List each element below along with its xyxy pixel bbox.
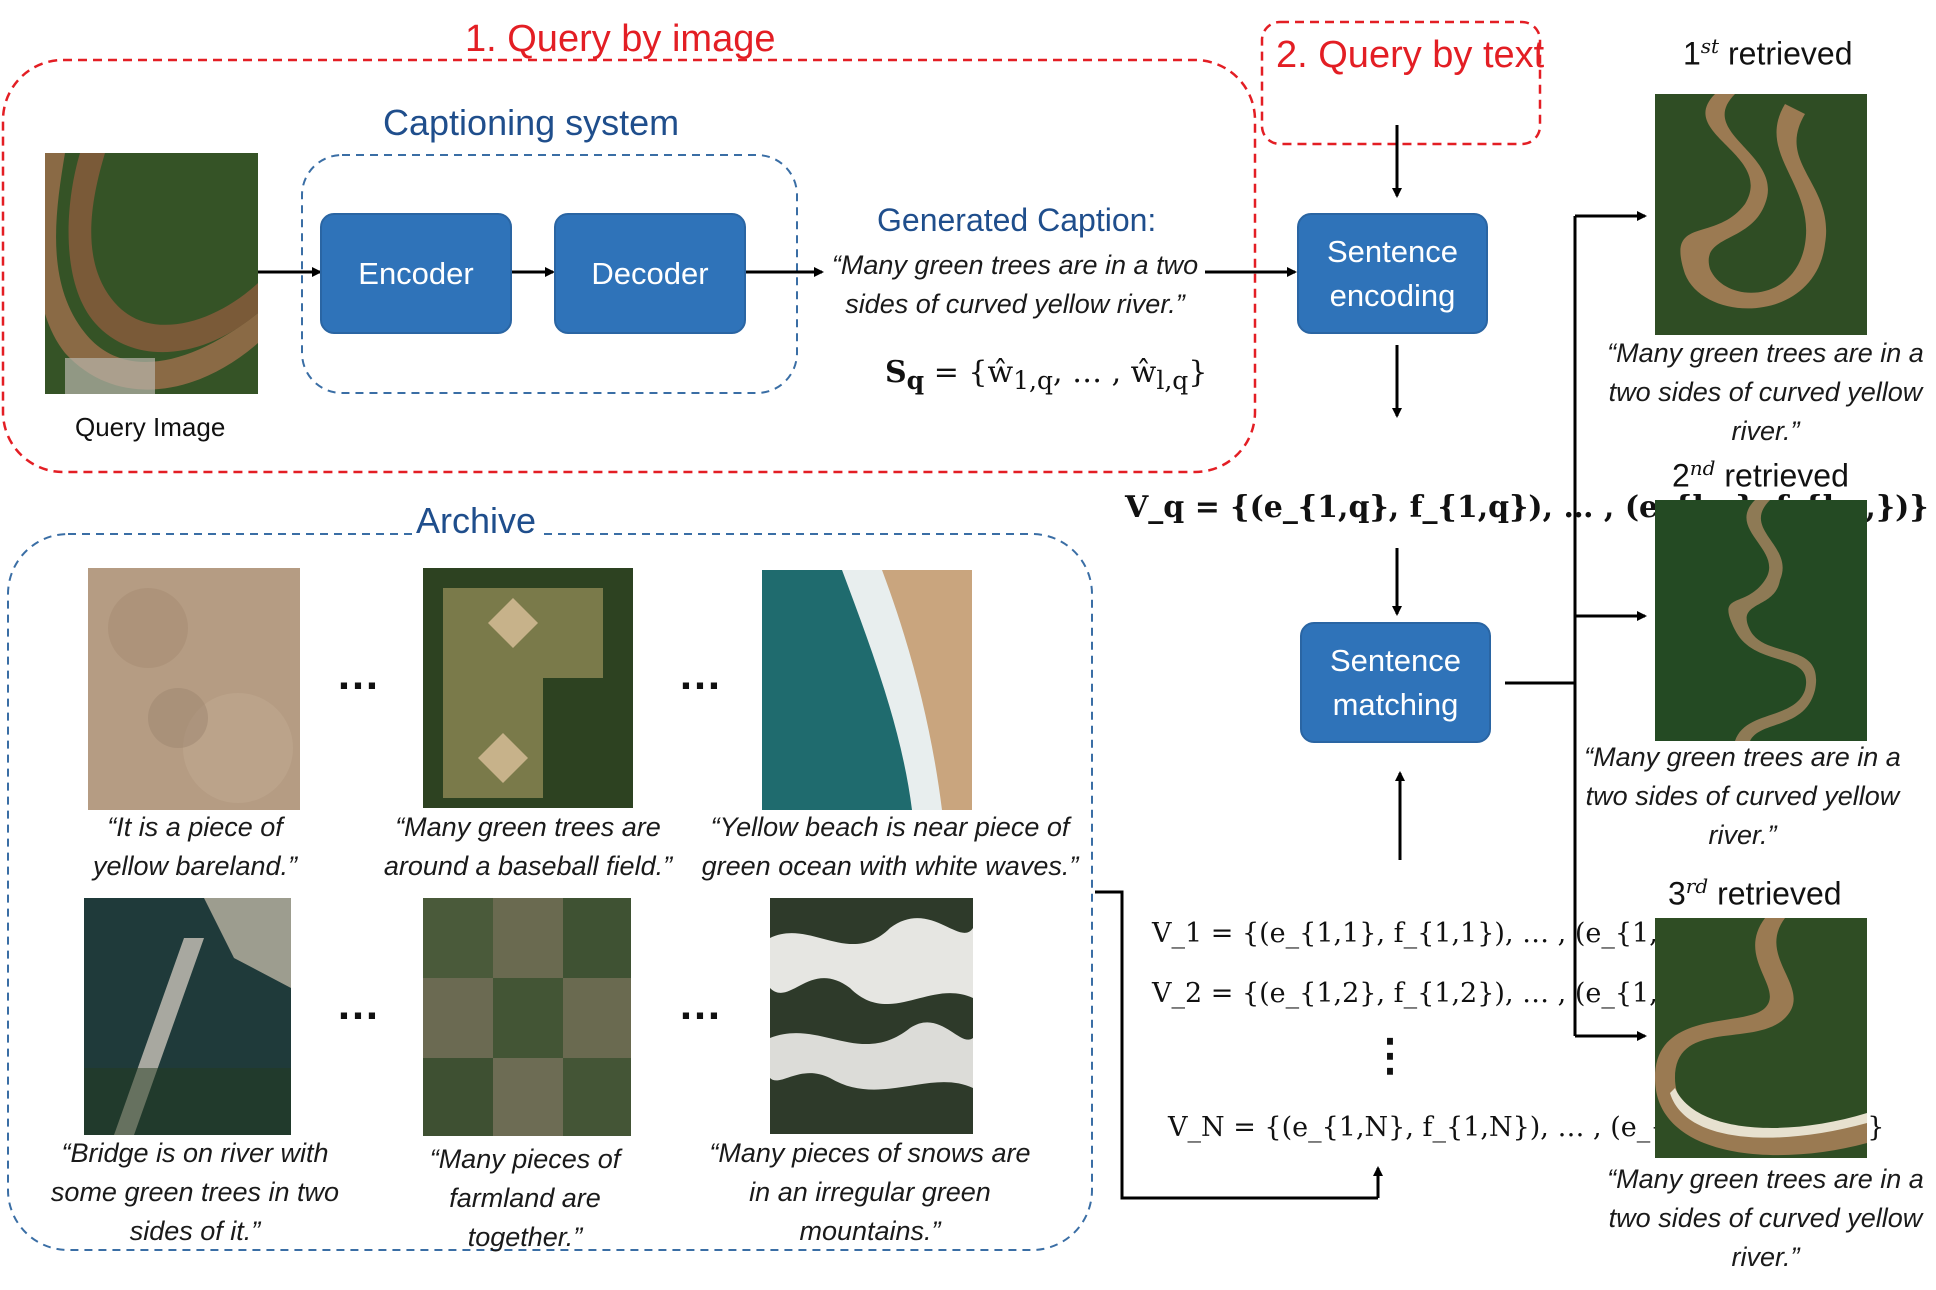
retrieved-3-line2: two sides of curved yellow — [1608, 1203, 1923, 1233]
archive-image-baseball — [423, 568, 633, 808]
archive-caption-3: “Yellow beach is near piece of green oce… — [690, 808, 1090, 886]
retrieved-2-ordinal: 2 — [1672, 457, 1690, 494]
retrieved-1-suffix: st — [1700, 34, 1720, 58]
retrieved-3-line1: “Many green trees are in a — [1607, 1164, 1924, 1194]
retrieved-1-label: 1st retrieved — [1683, 34, 1853, 73]
retrieved-image-2 — [1655, 500, 1867, 741]
caption-formula-sub1: 1,q — [1013, 366, 1053, 395]
archive-caption-5-line2: farmland are — [449, 1183, 601, 1213]
sentence-encoding-box: Sentence encoding — [1297, 213, 1488, 334]
caption-formula-sub2: l,q — [1156, 366, 1189, 395]
caption-formula-rhs: = {ŵ — [924, 355, 1014, 390]
archive-caption-4: “Bridge is on river with some green tree… — [40, 1134, 350, 1251]
retrieved-2-suffix: nd — [1689, 456, 1716, 480]
retrieved-1-line3: river.” — [1731, 416, 1800, 446]
caption-formula-end: } — [1188, 355, 1208, 390]
caption-formula-lhs: S — [885, 355, 907, 390]
archive-caption-5-line3: together.” — [467, 1222, 583, 1252]
archive-image-mountains — [770, 898, 973, 1134]
archive-caption-1-line1: “It is a piece of — [107, 812, 283, 842]
encoder-box: Encoder — [320, 213, 512, 334]
archive-ellipsis-4: … — [678, 980, 724, 1029]
retrieved-2-line1: “Many green trees are in a — [1584, 742, 1901, 772]
archive-image-beach — [762, 570, 972, 810]
archive-ellipsis-1: … — [336, 650, 382, 699]
archive-caption-3-line1: “Yellow beach is near piece of — [710, 812, 1070, 842]
archive-caption-4-line2: some green trees in two — [50, 1177, 340, 1207]
retrieved-1-caption: “Many green trees are in a two sides of … — [1595, 334, 1936, 451]
decoder-box: Decoder — [554, 213, 746, 334]
archive-frame — [7, 533, 1093, 1251]
generated-caption-line1: “Many green trees are in a two — [831, 250, 1199, 280]
encoder-label: Encoder — [358, 255, 474, 291]
retrieved-3-label: 3rd retrieved — [1668, 874, 1842, 913]
query-image — [45, 153, 258, 394]
query-image-label: Query Image — [75, 412, 226, 442]
archive-caption-1-line2: yellow bareland.” — [92, 851, 298, 881]
archive-caption-4-line3: sides of it.” — [129, 1216, 261, 1246]
archive-caption-5-line1: “Many pieces of — [429, 1144, 621, 1174]
retrieved-image-3 — [1655, 918, 1867, 1158]
captioning-system-title: Captioning system — [383, 102, 680, 143]
caption-formula-mid: , … , ŵ — [1053, 355, 1157, 390]
archive-caption-6-line2: in an irregular green — [749, 1177, 991, 1207]
archive-title: Archive — [412, 500, 541, 542]
retrieved-3-suffix: rd — [1685, 874, 1709, 898]
caption-formula-sub: q — [906, 366, 925, 395]
retrieved-3-word: retrieved — [1717, 875, 1842, 912]
retrieved-1-word: retrieved — [1728, 35, 1853, 72]
retrieved-2-label: 2nd retrieved — [1672, 456, 1849, 495]
sentence-matching-box: Sentence matching — [1300, 622, 1491, 743]
archive-caption-6-line3: mountains.” — [799, 1216, 941, 1246]
retrieved-3-caption: “Many green trees are in a two sides of … — [1595, 1160, 1936, 1277]
caption-formula: Sq = {ŵ1,q, … , ŵl,q} — [885, 355, 1207, 395]
archive-ellipsis-2: … — [678, 650, 724, 699]
retrieved-2-word: retrieved — [1724, 457, 1849, 494]
sentence-matching-line1: Sentence — [1330, 642, 1461, 678]
generated-caption-text: “Many green trees are in a two sides of … — [820, 246, 1210, 324]
query-by-text-frame — [1260, 20, 1542, 146]
archive-caption-6: “Many pieces of snows are in an irregula… — [700, 1134, 1040, 1251]
archive-caption-1: “It is a piece of yellow bareland.” — [40, 808, 350, 886]
retrieved-3-ordinal: 3 — [1668, 875, 1686, 912]
archive-caption-2: “Many green trees are around a baseball … — [368, 808, 688, 886]
decoder-label: Decoder — [591, 255, 709, 291]
generated-caption-heading: Generated Caption: — [877, 202, 1157, 238]
retrieved-2-line2: two sides of curved yellow — [1585, 781, 1900, 811]
archive-caption-3-line2: green ocean with white waves.” — [701, 851, 1079, 881]
archive-image-farmland — [423, 898, 631, 1136]
archive-caption-5: “Many pieces of farmland are together.” — [395, 1140, 655, 1257]
retrieved-image-1 — [1655, 94, 1867, 335]
archive-caption-6-line1: “Many pieces of snows are — [709, 1138, 1031, 1168]
retrieved-1-line2: two sides of curved yellow — [1608, 377, 1923, 407]
query-by-image-title: 1. Query by image — [465, 18, 776, 60]
archive-caption-4-line1: “Bridge is on river with — [61, 1138, 329, 1168]
retrieved-2-caption: “Many green trees are in a two sides of … — [1572, 738, 1913, 855]
retrieved-2-line3: river.” — [1708, 820, 1777, 850]
archive-ellipsis-3: … — [336, 980, 382, 1029]
retrieved-3-line3: river.” — [1731, 1242, 1800, 1272]
retrieved-1-ordinal: 1 — [1683, 35, 1701, 72]
archive-caption-2-line1: “Many green trees are — [395, 812, 661, 842]
sentence-encoding-line1: Sentence — [1327, 233, 1458, 269]
retrieved-1-line1: “Many green trees are in a — [1607, 338, 1924, 368]
archive-image-bareland — [88, 568, 300, 810]
query-by-text-title: 2. Query by text — [1276, 34, 1545, 76]
query-by-image-frame — [1, 58, 1257, 474]
sentence-matching-line2: matching — [1332, 686, 1459, 722]
archive-caption-2-line2: around a baseball field.” — [383, 851, 673, 881]
archive-image-bridge — [84, 898, 291, 1135]
generated-caption-line2: sides of curved yellow river.” — [845, 289, 1185, 319]
vertical-ellipsis: ⋮ — [1368, 1030, 1412, 1081]
sentence-encoding-line2: encoding — [1329, 277, 1456, 313]
